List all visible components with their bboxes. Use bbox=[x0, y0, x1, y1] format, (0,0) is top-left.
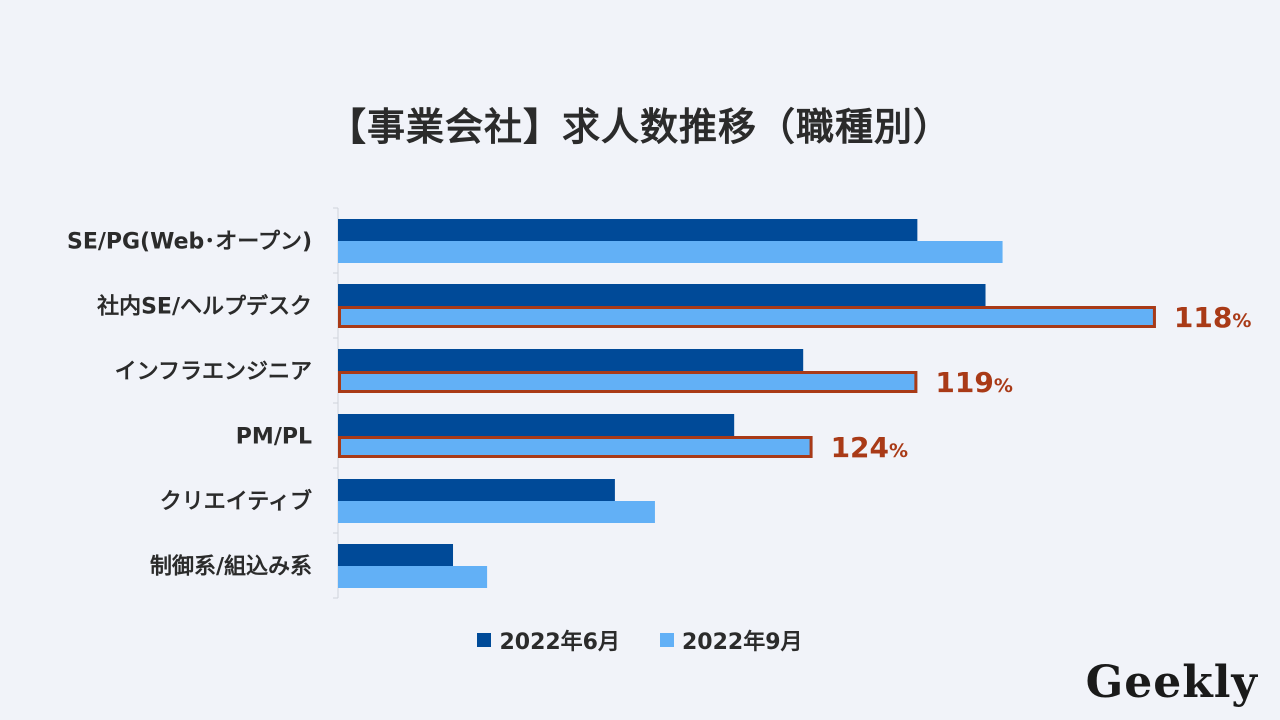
bar-series-2 bbox=[338, 501, 655, 523]
bar-series-1 bbox=[338, 414, 735, 436]
legend-label-series-2: 2022年9月 bbox=[682, 630, 803, 655]
bar-series-2 bbox=[338, 241, 1003, 263]
growth-unit: % bbox=[889, 440, 908, 462]
bar-series-1 bbox=[338, 479, 615, 501]
bar-series-2 bbox=[338, 371, 918, 393]
growth-number: 118 bbox=[1174, 301, 1232, 334]
geekly-logo: Geekly bbox=[1085, 657, 1258, 708]
legend-item-series-1: 2022年6月 bbox=[477, 624, 620, 656]
bar-highlight-outline bbox=[338, 371, 918, 393]
bar-series-1 bbox=[338, 284, 986, 306]
growth-annotation: 119% bbox=[935, 366, 1013, 399]
category-label: クリエイティブ bbox=[160, 489, 312, 515]
legend: 2022年6月 2022年9月 bbox=[0, 624, 1280, 656]
bar-series-2 bbox=[338, 436, 813, 458]
growth-unit: % bbox=[1232, 310, 1251, 332]
category-label: 制御系/組込み系 bbox=[150, 554, 312, 580]
bar-series-2 bbox=[338, 306, 1156, 328]
legend-swatch-series-1 bbox=[477, 633, 492, 647]
bar-series-1 bbox=[338, 544, 454, 566]
legend-label-series-1: 2022年6月 bbox=[499, 630, 620, 655]
category-label: 社内SE/ヘルプデスク bbox=[97, 294, 312, 320]
chart-title: 【事業会社】求人数推移（職種別） bbox=[327, 105, 952, 149]
bar-series-1 bbox=[338, 219, 918, 241]
growth-unit: % bbox=[994, 375, 1013, 397]
growth-number: 124 bbox=[831, 431, 889, 464]
category-label: PM/PL bbox=[236, 425, 312, 450]
category-label: SE/PG(Web･オープン) bbox=[67, 230, 312, 255]
bar-series-1 bbox=[338, 349, 804, 371]
growth-number: 119 bbox=[935, 366, 993, 399]
growth-annotation: 118% bbox=[1174, 301, 1252, 334]
legend-swatch-series-2 bbox=[660, 633, 674, 647]
bar-highlight-outline bbox=[338, 306, 1156, 328]
category-label: インフラエンジニア bbox=[115, 360, 312, 385]
growth-annotation: 124% bbox=[831, 431, 909, 464]
bar-series-2 bbox=[338, 566, 488, 588]
legend-item-series-2: 2022年9月 bbox=[660, 624, 803, 656]
bar-highlight-outline bbox=[338, 436, 813, 458]
